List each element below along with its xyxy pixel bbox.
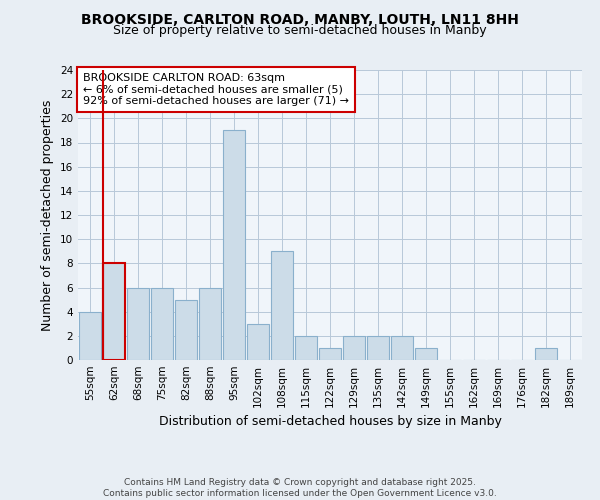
Bar [199,288,221,360]
Bar [79,312,101,360]
Bar [151,288,173,360]
Text: BROOKSIDE, CARLTON ROAD, MANBY, LOUTH, LN11 8HH: BROOKSIDE, CARLTON ROAD, MANBY, LOUTH, L… [81,12,519,26]
Bar [391,336,413,360]
Bar [535,348,557,360]
Bar [103,264,125,360]
Bar [271,251,293,360]
Bar [175,300,197,360]
Bar [127,288,149,360]
Text: Contains HM Land Registry data © Crown copyright and database right 2025.
Contai: Contains HM Land Registry data © Crown c… [103,478,497,498]
Bar [367,336,389,360]
Bar [343,336,365,360]
Bar [223,130,245,360]
Bar [295,336,317,360]
X-axis label: Distribution of semi-detached houses by size in Manby: Distribution of semi-detached houses by … [158,416,502,428]
Text: Size of property relative to semi-detached houses in Manby: Size of property relative to semi-detach… [113,24,487,37]
Bar [319,348,341,360]
Y-axis label: Number of semi-detached properties: Number of semi-detached properties [41,100,55,330]
Text: BROOKSIDE CARLTON ROAD: 63sqm
← 6% of semi-detached houses are smaller (5)
92% o: BROOKSIDE CARLTON ROAD: 63sqm ← 6% of se… [83,73,349,106]
Bar [247,324,269,360]
Bar [415,348,437,360]
